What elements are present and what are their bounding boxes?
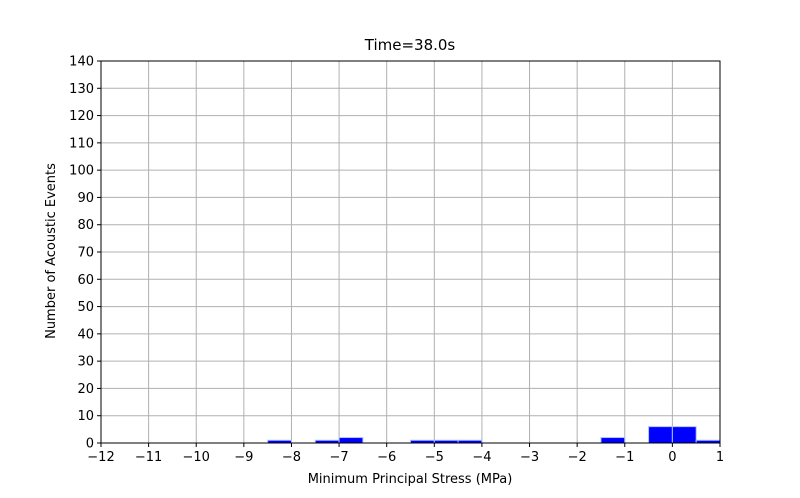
y-tick-label: 20 (77, 382, 94, 397)
x-axis-label: Minimum Principal Stress (MPa) (308, 472, 513, 487)
x-tick-label: −10 (183, 450, 210, 465)
y-tick-label: 130 (69, 82, 94, 97)
grid-lines (100, 60, 721, 444)
y-tick-label: 100 (69, 164, 94, 179)
x-tick-label: −4 (472, 450, 491, 465)
y-tick-label: 50 (77, 300, 94, 315)
x-tick-label: −5 (425, 450, 444, 465)
x-tick-label: −1 (615, 450, 634, 465)
y-tick-label: 120 (69, 109, 94, 124)
x-tick-label: 0 (668, 450, 676, 465)
histogram-bar (648, 426, 673, 444)
bars (267, 426, 721, 444)
x-tick-label: −3 (520, 450, 539, 465)
x-axis-ticks: −12 −11 −10 −9 −8 −7 −6 −5 −4 −3 −2 −1 0 1 (87, 443, 724, 465)
y-tick-label: 40 (77, 327, 94, 342)
y-axis-ticks: 0 10 20 30 40 50 60 70 80 90 100 110 120 130 140 (69, 55, 101, 452)
y-tick-label: 70 (77, 246, 94, 261)
histogram-bar (338, 437, 364, 444)
y-tick-label: 80 (77, 218, 94, 233)
x-tick-label: −2 (568, 450, 587, 465)
y-tick-label: 30 (77, 355, 94, 370)
x-tick-label: −8 (282, 450, 301, 465)
x-tick-label: −11 (135, 450, 162, 465)
y-axis-label: Number of Acoustic Events (44, 163, 59, 339)
x-tick-label: −12 (87, 450, 114, 465)
x-tick-label: −7 (329, 450, 348, 465)
x-tick-label: 1 (716, 450, 724, 465)
y-tick-label: 10 (77, 409, 94, 424)
chart-title: Time=38.0s (364, 36, 456, 54)
y-tick-label: 0 (86, 437, 94, 452)
y-tick-label: 110 (69, 136, 94, 151)
histogram-bar (671, 426, 697, 444)
x-tick-label: −9 (234, 450, 253, 465)
x-tick-label: −6 (377, 450, 396, 465)
y-tick-label: 140 (69, 55, 94, 70)
y-tick-label: 90 (77, 191, 94, 206)
histogram-bar (600, 437, 626, 444)
y-tick-label: 60 (77, 273, 94, 288)
